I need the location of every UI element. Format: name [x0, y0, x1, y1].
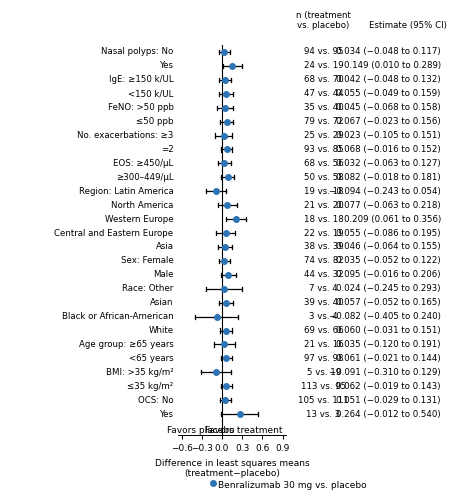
Text: IgE: ≥150 k/UL: IgE: ≥150 k/UL: [109, 76, 174, 84]
Text: ≤50 ppb: ≤50 ppb: [136, 117, 174, 126]
Text: 3 vs. 4: 3 vs. 4: [309, 312, 338, 321]
Text: 39 vs. 40: 39 vs. 40: [304, 298, 343, 307]
Text: Estimate (95% CI): Estimate (95% CI): [369, 21, 447, 30]
Text: Sex: Female: Sex: Female: [121, 256, 174, 266]
Text: 22 vs. 19: 22 vs. 19: [304, 228, 343, 237]
Text: Male: Male: [153, 270, 174, 280]
Text: OCS: No: OCS: No: [138, 396, 174, 404]
Text: =2: =2: [161, 145, 174, 154]
Text: 79 vs. 72: 79 vs. 72: [304, 117, 343, 126]
Text: 0.055 (−0.049 to 0.159): 0.055 (−0.049 to 0.159): [336, 89, 441, 98]
Text: 0.051 (−0.029 to 0.131): 0.051 (−0.029 to 0.131): [336, 396, 441, 404]
Text: 0.060 (−0.031 to 0.151): 0.060 (−0.031 to 0.151): [336, 326, 441, 335]
Text: Favors placebo: Favors placebo: [166, 426, 234, 434]
Text: EOS: ≥450/µL: EOS: ≥450/µL: [113, 159, 174, 168]
Text: 0.149 (0.010 to 0.289): 0.149 (0.010 to 0.289): [344, 62, 441, 70]
Text: 0.209 (0.061 to 0.356): 0.209 (0.061 to 0.356): [344, 214, 441, 224]
Text: 0.055 (−0.086 to 0.195): 0.055 (−0.086 to 0.195): [336, 228, 441, 237]
Text: White: White: [148, 326, 174, 335]
Text: 0.061 (−0.021 to 0.144): 0.061 (−0.021 to 0.144): [336, 354, 441, 363]
Text: 0.062 (−0.019 to 0.143): 0.062 (−0.019 to 0.143): [336, 382, 441, 391]
Text: <65 years: <65 years: [129, 354, 174, 363]
Text: 25 vs. 29: 25 vs. 29: [304, 131, 343, 140]
Text: 0.264 (−0.012 to 0.540): 0.264 (−0.012 to 0.540): [336, 410, 441, 418]
Text: 0.067 (−0.023 to 0.156): 0.067 (−0.023 to 0.156): [336, 117, 441, 126]
Text: Asian: Asian: [150, 298, 174, 307]
Text: 19 vs. 18: 19 vs. 18: [304, 186, 343, 196]
Text: Black or African-American: Black or African-American: [62, 312, 174, 321]
Text: Race: Other: Race: Other: [122, 284, 174, 293]
Text: 69 vs. 66: 69 vs. 66: [304, 326, 343, 335]
Text: 68 vs. 70: 68 vs. 70: [304, 76, 343, 84]
Text: 94 vs. 95: 94 vs. 95: [304, 48, 343, 56]
Text: 0.082 (−0.018 to 0.181): 0.082 (−0.018 to 0.181): [336, 173, 441, 182]
Text: Age group: ≥65 years: Age group: ≥65 years: [79, 340, 174, 349]
Text: 44 vs. 32: 44 vs. 32: [304, 270, 343, 280]
Text: No. exacerbations: ≥3: No. exacerbations: ≥3: [77, 131, 174, 140]
Text: 50 vs. 58: 50 vs. 58: [304, 173, 343, 182]
Text: −0.082 (−0.405 to 0.240): −0.082 (−0.405 to 0.240): [329, 312, 441, 321]
Text: 0.057 (−0.052 to 0.165): 0.057 (−0.052 to 0.165): [336, 298, 441, 307]
Text: 113 vs. 95: 113 vs. 95: [301, 382, 346, 391]
Text: Nasal polyps: No: Nasal polyps: No: [101, 48, 174, 56]
Text: 68 vs. 56: 68 vs. 56: [304, 159, 343, 168]
Text: ≥300–449/µL: ≥300–449/µL: [116, 173, 174, 182]
Text: 0.032 (−0.063 to 0.127): 0.032 (−0.063 to 0.127): [336, 159, 441, 168]
Text: BMI: >35 kg/m²: BMI: >35 kg/m²: [106, 368, 174, 377]
Text: 0.095 (−0.016 to 0.206): 0.095 (−0.016 to 0.206): [336, 270, 441, 280]
Text: 13 vs. 3: 13 vs. 3: [306, 410, 341, 418]
Text: 21 vs. 16: 21 vs. 16: [304, 340, 343, 349]
X-axis label: Difference in least squares means
(treatment−placebo): Difference in least squares means (treat…: [155, 458, 310, 478]
Text: North America: North America: [111, 200, 174, 209]
Text: 0.024 (−0.245 to 0.293): 0.024 (−0.245 to 0.293): [336, 284, 441, 293]
Text: Central and Eastern Europe: Central and Eastern Europe: [54, 228, 174, 237]
Text: 0.035 (−0.120 to 0.191): 0.035 (−0.120 to 0.191): [336, 340, 441, 349]
Text: 5 vs. 19: 5 vs. 19: [307, 368, 340, 377]
Text: FeNO: >50 ppb: FeNO: >50 ppb: [107, 103, 174, 112]
Text: <150 k/UL: <150 k/UL: [128, 89, 174, 98]
Text: Yes: Yes: [159, 62, 174, 70]
Text: ≤35 kg/m²: ≤35 kg/m²: [127, 382, 174, 391]
Text: 93 vs. 85: 93 vs. 85: [304, 145, 343, 154]
Text: 38 vs. 39: 38 vs. 39: [304, 242, 343, 252]
Text: 0.034 (−0.048 to 0.117): 0.034 (−0.048 to 0.117): [336, 48, 441, 56]
Text: −0.091 (−0.310 to 0.129): −0.091 (−0.310 to 0.129): [329, 368, 441, 377]
Text: 0.077 (−0.063 to 0.218): 0.077 (−0.063 to 0.218): [336, 200, 441, 209]
Text: 47 vs. 44: 47 vs. 44: [304, 89, 343, 98]
Text: n (treatment
vs. placebo): n (treatment vs. placebo): [296, 10, 351, 30]
Text: 7 vs. 4: 7 vs. 4: [309, 284, 338, 293]
Text: −0.094 (−0.243 to 0.054): −0.094 (−0.243 to 0.054): [329, 186, 441, 196]
Text: Yes: Yes: [159, 410, 174, 418]
Text: Favors treatment: Favors treatment: [205, 426, 282, 434]
Text: 0.042 (−0.048 to 0.132): 0.042 (−0.048 to 0.132): [336, 76, 441, 84]
Text: Western Europe: Western Europe: [105, 214, 174, 224]
Text: 0.023 (−0.105 to 0.151): 0.023 (−0.105 to 0.151): [336, 131, 441, 140]
Text: 24 vs. 19: 24 vs. 19: [304, 62, 343, 70]
Text: 105 vs. 111: 105 vs. 111: [298, 396, 349, 404]
Text: 97 vs. 98: 97 vs. 98: [304, 354, 343, 363]
Text: 0.045 (−0.068 to 0.158): 0.045 (−0.068 to 0.158): [336, 103, 441, 112]
Text: 35 vs. 40: 35 vs. 40: [304, 103, 343, 112]
Text: 21 vs. 20: 21 vs. 20: [304, 200, 343, 209]
Text: Asia: Asia: [156, 242, 174, 252]
Text: 0.035 (−0.052 to 0.122): 0.035 (−0.052 to 0.122): [336, 256, 441, 266]
Text: 0.046 (−0.064 to 0.155): 0.046 (−0.064 to 0.155): [336, 242, 441, 252]
Text: Benralizumab 30 mg vs. placebo: Benralizumab 30 mg vs. placebo: [218, 480, 367, 490]
Text: 0.068 (−0.016 to 0.152): 0.068 (−0.016 to 0.152): [336, 145, 441, 154]
Text: Region: Latin America: Region: Latin America: [79, 186, 174, 196]
Text: 18 vs. 18: 18 vs. 18: [304, 214, 343, 224]
Text: 74 vs. 82: 74 vs. 82: [304, 256, 343, 266]
